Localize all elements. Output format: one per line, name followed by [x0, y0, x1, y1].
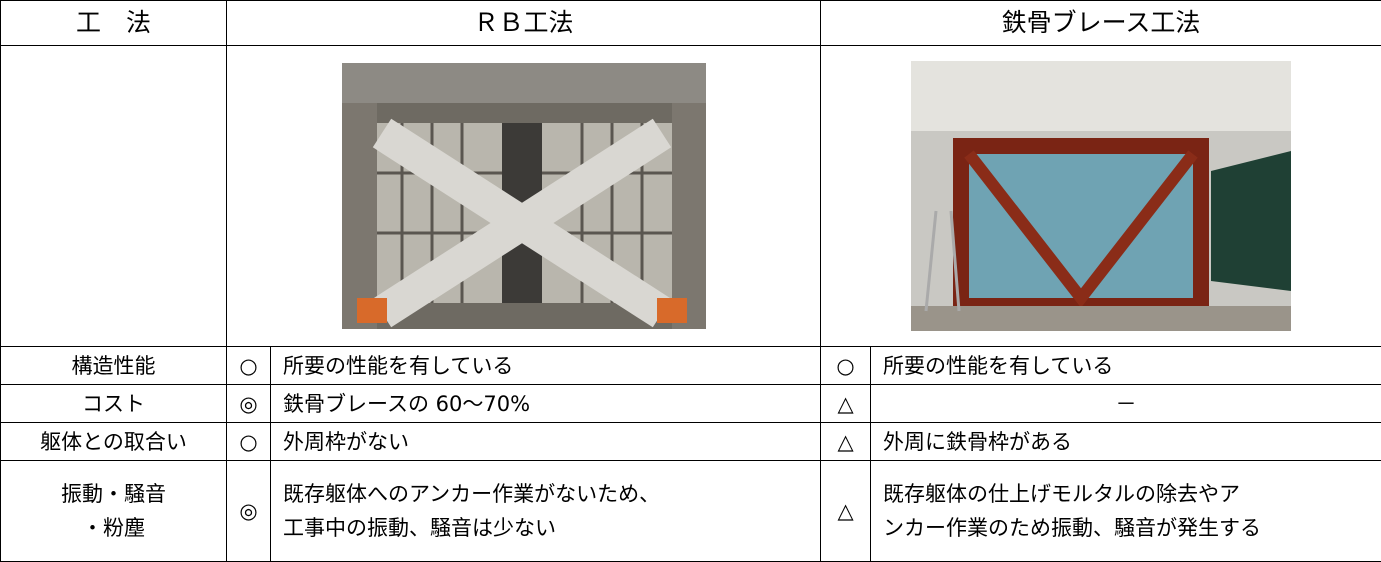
header-cell: 工 法	[0, 0, 227, 46]
cell-line: コスト	[82, 391, 145, 416]
mark-cell: ◎	[226, 460, 271, 562]
text-cell: 鉄骨ブレースの 60〜70%	[269, 384, 822, 423]
cell-line: 外周に鉄骨枠がある	[883, 429, 1073, 454]
cell-line: 既存躯体の仕上げモルタルの除去やア	[883, 482, 1241, 506]
cell-line: ンカー作業のため振動、騒音が発生する	[883, 516, 1262, 540]
table-row: コスト ◎ 鉄骨ブレースの 60〜70% △ －	[0, 384, 1381, 423]
table-row: 構造性能 ○ 所要の性能を有している ○ 所要の性能を有している	[0, 346, 1381, 385]
photo-row	[0, 45, 1381, 347]
cell-line: 既存躯体へのアンカー作業がないため、	[283, 482, 661, 506]
photo-cell	[820, 45, 1381, 347]
text-cell: －	[870, 384, 1381, 423]
photo-cell	[225, 45, 822, 347]
cell-line: 所要の性能を有している	[883, 353, 1114, 378]
header-row: 工 法 ＲＢ工法 鉄骨ブレース工法	[0, 0, 1381, 46]
item-cell: 振動・騒音 ・粉塵	[0, 460, 227, 562]
mark-cell: ○	[226, 346, 271, 385]
steel-brace-photo	[911, 61, 1292, 331]
mark-cell: △	[820, 384, 872, 423]
item-cell: コスト	[0, 384, 227, 423]
mark-cell: ○	[820, 346, 872, 385]
text-cell: 既存躯体の仕上げモルタルの除去やア ンカー作業のため振動、騒音が発生する	[870, 460, 1381, 562]
text-cell: 外周に鉄骨枠がある	[870, 422, 1381, 461]
cell-line: －	[1115, 391, 1137, 416]
cell-line: 鉄骨ブレースの 60〜70%	[283, 391, 531, 416]
cell-line: ・粉塵	[82, 516, 145, 540]
mark-cell: △	[820, 422, 872, 461]
header-cell: 鉄骨ブレース工法	[820, 0, 1381, 46]
header-cell: ＲＢ工法	[225, 0, 822, 46]
item-cell: 躯体との取合い	[0, 422, 227, 461]
cell-line: 振動・騒音	[61, 482, 166, 506]
rb-photo	[341, 63, 706, 329]
text-cell: 所要の性能を有している	[269, 346, 822, 385]
text-cell: 外周枠がない	[269, 422, 822, 461]
mark-cell: ○	[226, 422, 271, 461]
item-cell: 構造性能	[0, 346, 227, 385]
cell-line: 躯体との取合い	[40, 429, 187, 454]
mark-cell: △	[820, 460, 872, 562]
mark-cell: ◎	[226, 384, 271, 423]
text-cell: 既存躯体へのアンカー作業がないため、 工事中の振動、騒音は少ない	[269, 460, 822, 562]
cell-line: 外周枠がない	[283, 429, 409, 454]
text-cell: 所要の性能を有している	[870, 346, 1381, 385]
table-row: 振動・騒音 ・粉塵 ◎ 既存躯体へのアンカー作業がないため、 工事中の振動、騒音は少ない…	[0, 460, 1381, 562]
cell-line: 所要の性能を有している	[283, 353, 514, 378]
empty-cell	[0, 45, 227, 347]
cell-line: 工事中の振動、騒音は少ない	[283, 516, 556, 540]
table-row: 躯体との取合い ○ 外周枠がない △ 外周に鉄骨枠がある	[0, 422, 1381, 461]
cell-line: 構造性能	[71, 353, 156, 378]
